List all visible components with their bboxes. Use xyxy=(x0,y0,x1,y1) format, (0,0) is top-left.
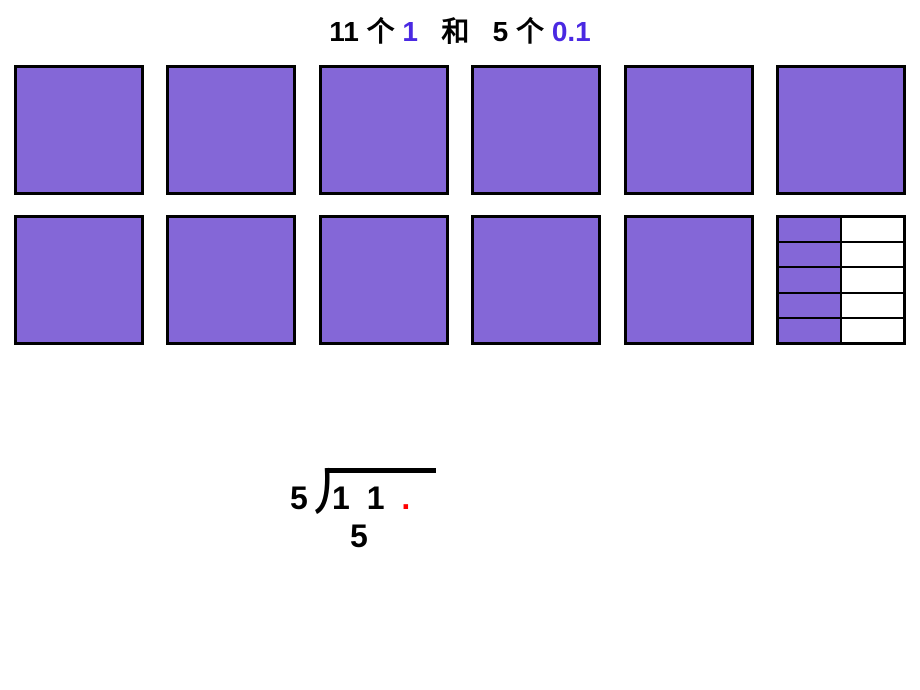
unit-square xyxy=(624,65,754,195)
tenth-cell-filled xyxy=(779,268,842,291)
unit-square xyxy=(471,65,601,195)
unit-square xyxy=(166,215,296,345)
tenth-cell-empty xyxy=(842,268,903,291)
unit-square xyxy=(319,215,449,345)
division-vinculum xyxy=(326,468,436,473)
partial-product: 5 xyxy=(350,518,372,555)
tenth-cell-empty xyxy=(842,294,903,317)
unit-square xyxy=(14,215,144,345)
title-tenth: 0.1 xyxy=(552,16,591,47)
dividend-digit-1: 1 xyxy=(332,480,354,516)
divisor: 5 xyxy=(290,480,312,517)
grid-row xyxy=(14,65,906,195)
tenth-cell-empty xyxy=(842,319,903,342)
tenth-cell-filled xyxy=(779,243,842,266)
unit-square xyxy=(14,65,144,195)
title-part2: 和 5 个 xyxy=(418,16,552,47)
tenth-row xyxy=(779,294,903,319)
title-text: 11 个 1 和 5 个 0.1 xyxy=(0,10,920,50)
unit-square xyxy=(166,65,296,195)
tenth-cell-filled xyxy=(779,319,842,342)
squares-grid xyxy=(14,65,906,365)
tenth-row xyxy=(779,218,903,243)
unit-square xyxy=(624,215,754,345)
division-bracket xyxy=(312,466,332,514)
title-part1: 11 个 xyxy=(329,16,402,47)
unit-square xyxy=(471,215,601,345)
unit-square xyxy=(776,65,906,195)
tenth-cell-filled xyxy=(779,218,842,241)
tenth-row xyxy=(779,319,903,342)
grid-row xyxy=(14,215,906,345)
unit-square xyxy=(319,65,449,195)
tenth-row xyxy=(779,243,903,268)
tenth-row xyxy=(779,268,903,293)
tenth-cell-empty xyxy=(842,218,903,241)
dividend-digit-2: 1 xyxy=(367,480,389,516)
decimal-point: . xyxy=(401,480,414,516)
title-one: 1 xyxy=(402,16,418,47)
tenths-square xyxy=(776,215,906,345)
tenth-cell-filled xyxy=(779,294,842,317)
dividend: 1 1 . xyxy=(332,480,414,517)
tenth-cell-empty xyxy=(842,243,903,266)
